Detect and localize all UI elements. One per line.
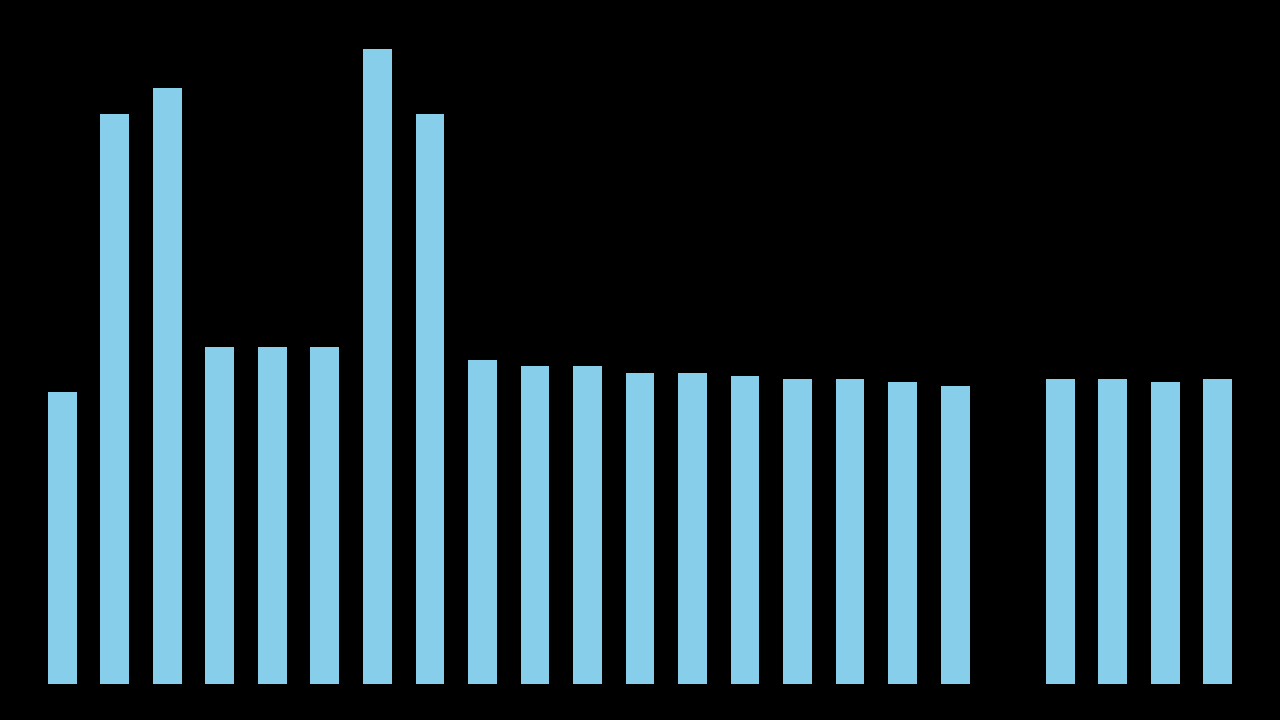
Bar [416, 114, 444, 684]
Bar [206, 347, 234, 684]
Bar [783, 379, 812, 684]
Bar [468, 360, 497, 684]
Bar [259, 347, 287, 684]
Bar [100, 114, 129, 684]
Bar [364, 49, 392, 684]
Bar [1203, 379, 1233, 684]
Bar [678, 373, 707, 684]
Bar [1098, 379, 1128, 684]
Bar [626, 373, 654, 684]
Bar [311, 347, 339, 684]
Bar [1046, 379, 1074, 684]
Bar [731, 376, 759, 684]
Bar [573, 366, 602, 684]
Bar [47, 392, 77, 684]
Bar [836, 379, 864, 684]
Bar [1151, 382, 1180, 684]
Bar [888, 382, 916, 684]
Bar [152, 88, 182, 684]
Bar [941, 386, 969, 684]
Bar [521, 366, 549, 684]
